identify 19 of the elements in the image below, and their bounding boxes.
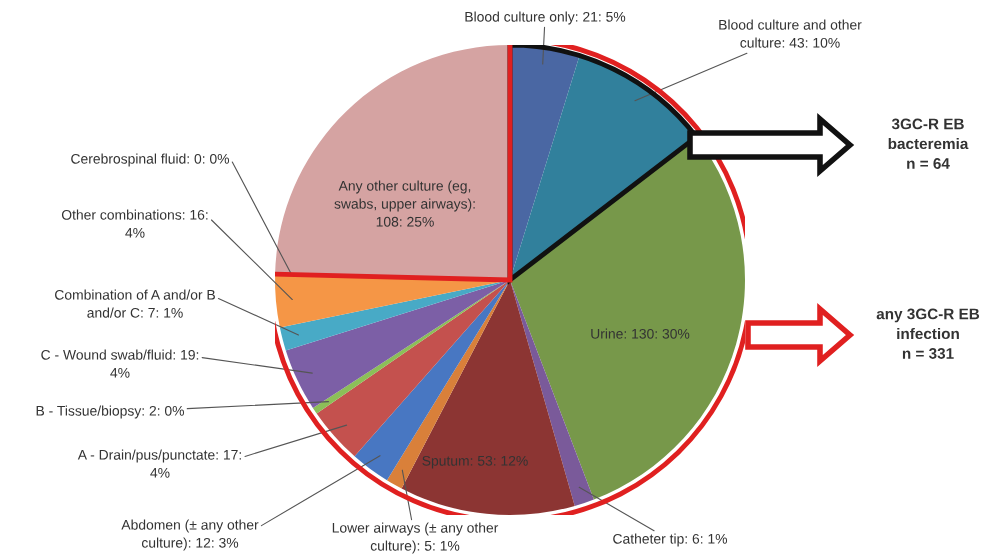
slice-label: Combination of A and/or B and/or C: 7: 1% <box>55 289 215 318</box>
pie-slice <box>316 280 510 457</box>
text: 3GC-R EB bacteremia n = 64 <box>888 118 969 169</box>
slice-label: Blood culture and other culture: 43: 10% <box>719 19 862 48</box>
slice-label: Abdomen (± any other culture): 12: 3% <box>121 519 259 551</box>
slice-label: Lower airways (± any other culture): 5: 1% <box>332 522 499 554</box>
slice-label: Other combinations: 16: 4% <box>61 209 208 238</box>
slice-label: Any other culture (eg, swabs, upper airways): 108: 25% <box>334 180 475 227</box>
slice-label: Catheter tip: 6: 1% <box>613 533 728 547</box>
category-label: Cerebrospinal fluid: 0: 0% <box>71 153 230 167</box>
slice-label: Sputum: 53: 12% <box>422 455 528 469</box>
slice-label: Urine: 130: 30% <box>591 328 690 339</box>
slice-label: C - Wound swab/fluid: 19: 4% <box>41 349 199 378</box>
slice-label: Blood culture only: 21: 5% <box>465 11 626 25</box>
slice-label: A - Drain/pus/punctate: 17: 4% <box>77 449 241 478</box>
slice-label: B - Tissue/biopsy: 2: 0% <box>36 405 184 419</box>
text: any 3GC-R EB infection n = 331 <box>876 308 980 359</box>
pie-slice <box>401 280 575 515</box>
pie-slice <box>275 45 510 280</box>
